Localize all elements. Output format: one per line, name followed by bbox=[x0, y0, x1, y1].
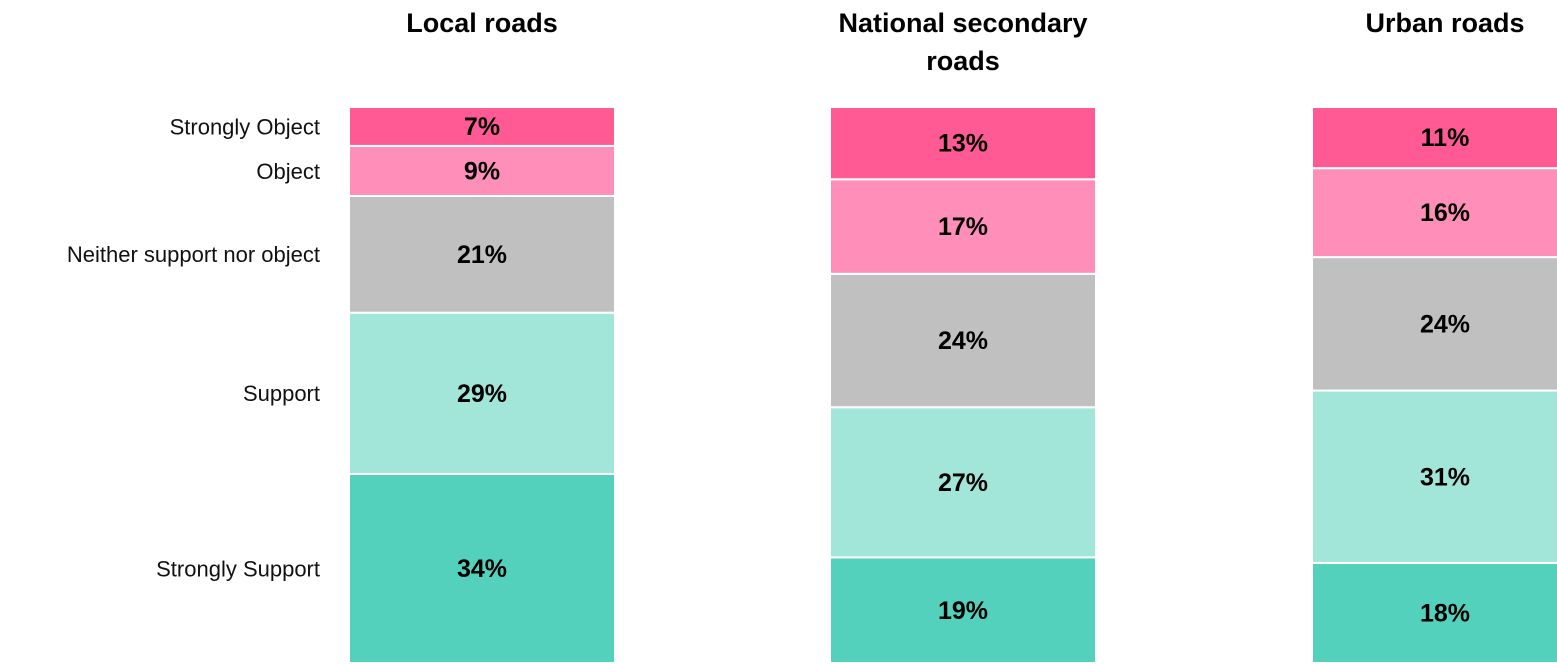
panel-title-text: Local roads bbox=[406, 8, 558, 38]
bar-segment bbox=[829, 406, 1097, 559]
value-label: 27% bbox=[938, 469, 988, 497]
value-label: 13% bbox=[938, 130, 988, 158]
bar-segment bbox=[829, 106, 1097, 181]
legend-label: Strongly Object bbox=[170, 114, 320, 139]
value-label: 7% bbox=[464, 113, 500, 141]
value-label: 24% bbox=[938, 327, 988, 355]
value-label: 24% bbox=[1420, 310, 1470, 338]
value-label: 31% bbox=[1420, 463, 1470, 491]
panel-title: National secondary roads bbox=[813, 4, 1113, 80]
panel-title-text: Urban roads bbox=[1365, 8, 1525, 38]
bar-segment bbox=[348, 311, 616, 475]
legend-label: Support bbox=[243, 381, 320, 406]
value-label: 29% bbox=[457, 380, 507, 408]
value-label: 18% bbox=[1420, 600, 1470, 628]
value-label: 11% bbox=[1421, 124, 1470, 152]
value-label: 17% bbox=[938, 213, 988, 241]
legend-label: Strongly Support bbox=[156, 556, 320, 581]
bar-segment bbox=[348, 472, 616, 664]
bar-segment bbox=[1311, 256, 1557, 392]
value-label: 21% bbox=[457, 241, 507, 269]
legend-label: Object bbox=[256, 159, 320, 184]
panel-title: Urban roads bbox=[1295, 4, 1557, 42]
value-label: 9% bbox=[464, 158, 500, 186]
value-label: 16% bbox=[1420, 199, 1470, 227]
bar-segment bbox=[1311, 106, 1557, 170]
bar-segment bbox=[829, 272, 1097, 409]
value-label: 19% bbox=[938, 597, 988, 625]
bar-segment bbox=[1311, 389, 1557, 564]
bar-segment bbox=[829, 178, 1097, 275]
bar-segment bbox=[1311, 167, 1557, 259]
bar-segment bbox=[348, 144, 616, 197]
bar-segment bbox=[829, 556, 1097, 664]
bar-segment bbox=[348, 106, 616, 147]
panel-title: Local roads bbox=[332, 4, 632, 42]
panel-title-text: National secondary roads bbox=[838, 8, 1088, 76]
value-label: 34% bbox=[457, 555, 507, 583]
legend-label: Neither support nor object bbox=[67, 242, 320, 267]
